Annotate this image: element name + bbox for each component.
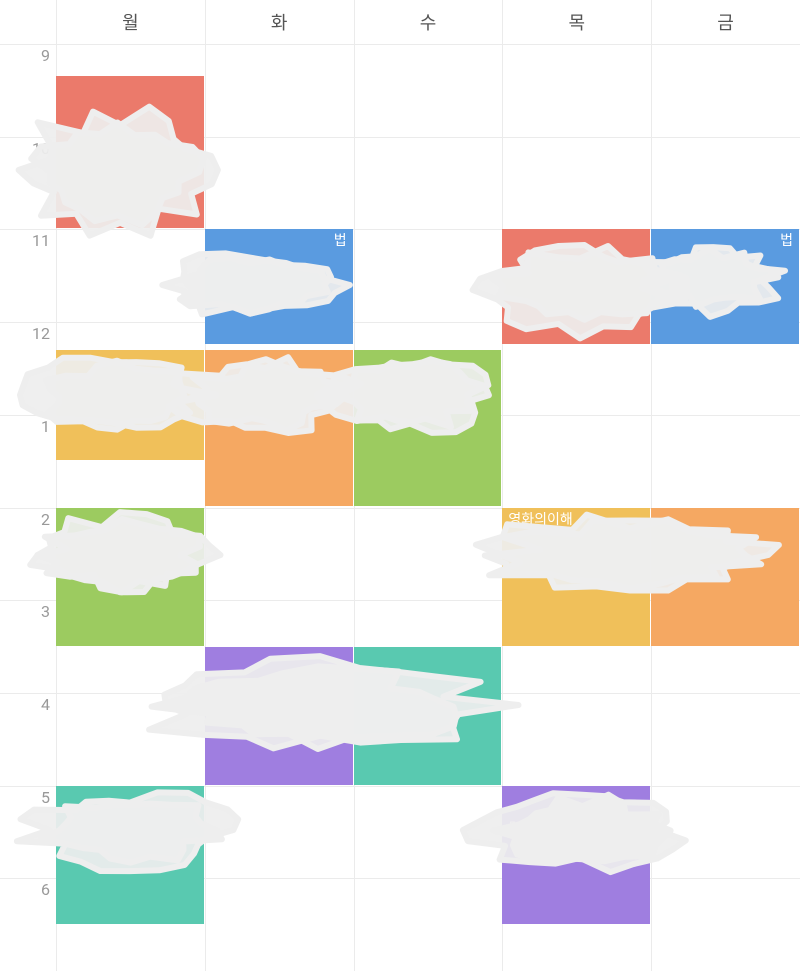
event-title: 영화의이해 — [508, 512, 644, 529]
event-block[interactable]: 법 — [205, 229, 353, 344]
event-block[interactable]: 영화의이해 — [502, 508, 650, 646]
event-block[interactable] — [502, 229, 650, 344]
event-room: 503 — [508, 820, 644, 836]
event-title: 법 — [211, 233, 347, 250]
hour-label: 4 — [0, 695, 56, 714]
timetable: 월화수목금 9101112123456 법법영화의이해503 — [0, 0, 800, 971]
hour-label: 9 — [0, 46, 56, 65]
event-block[interactable] — [56, 508, 204, 646]
hour-label: 3 — [0, 602, 56, 621]
event-title: 법 — [657, 233, 793, 250]
day-header: 금 — [651, 0, 800, 44]
day-header: 목 — [502, 0, 651, 44]
hour-label: 11 — [0, 231, 56, 250]
event-block[interactable] — [354, 647, 502, 785]
hour-label: 1 — [0, 417, 56, 436]
hour-label: 6 — [0, 880, 56, 899]
event-block[interactable] — [56, 350, 204, 460]
hour-label: 5 — [0, 788, 56, 807]
hour-label: 10 — [0, 139, 56, 158]
event-block[interactable] — [56, 786, 204, 924]
event-block[interactable] — [56, 76, 204, 228]
hour-label: 2 — [0, 510, 56, 529]
day-header: 수 — [354, 0, 503, 44]
day-header: 월 — [56, 0, 205, 44]
event-block[interactable]: 503 — [502, 786, 650, 924]
event-block[interactable] — [354, 350, 502, 507]
event-block[interactable] — [205, 647, 353, 785]
event-block[interactable]: 법 — [651, 229, 799, 344]
event-block[interactable] — [651, 508, 799, 646]
event-block[interactable] — [205, 350, 353, 507]
day-header: 화 — [205, 0, 354, 44]
hour-label: 12 — [0, 324, 56, 343]
